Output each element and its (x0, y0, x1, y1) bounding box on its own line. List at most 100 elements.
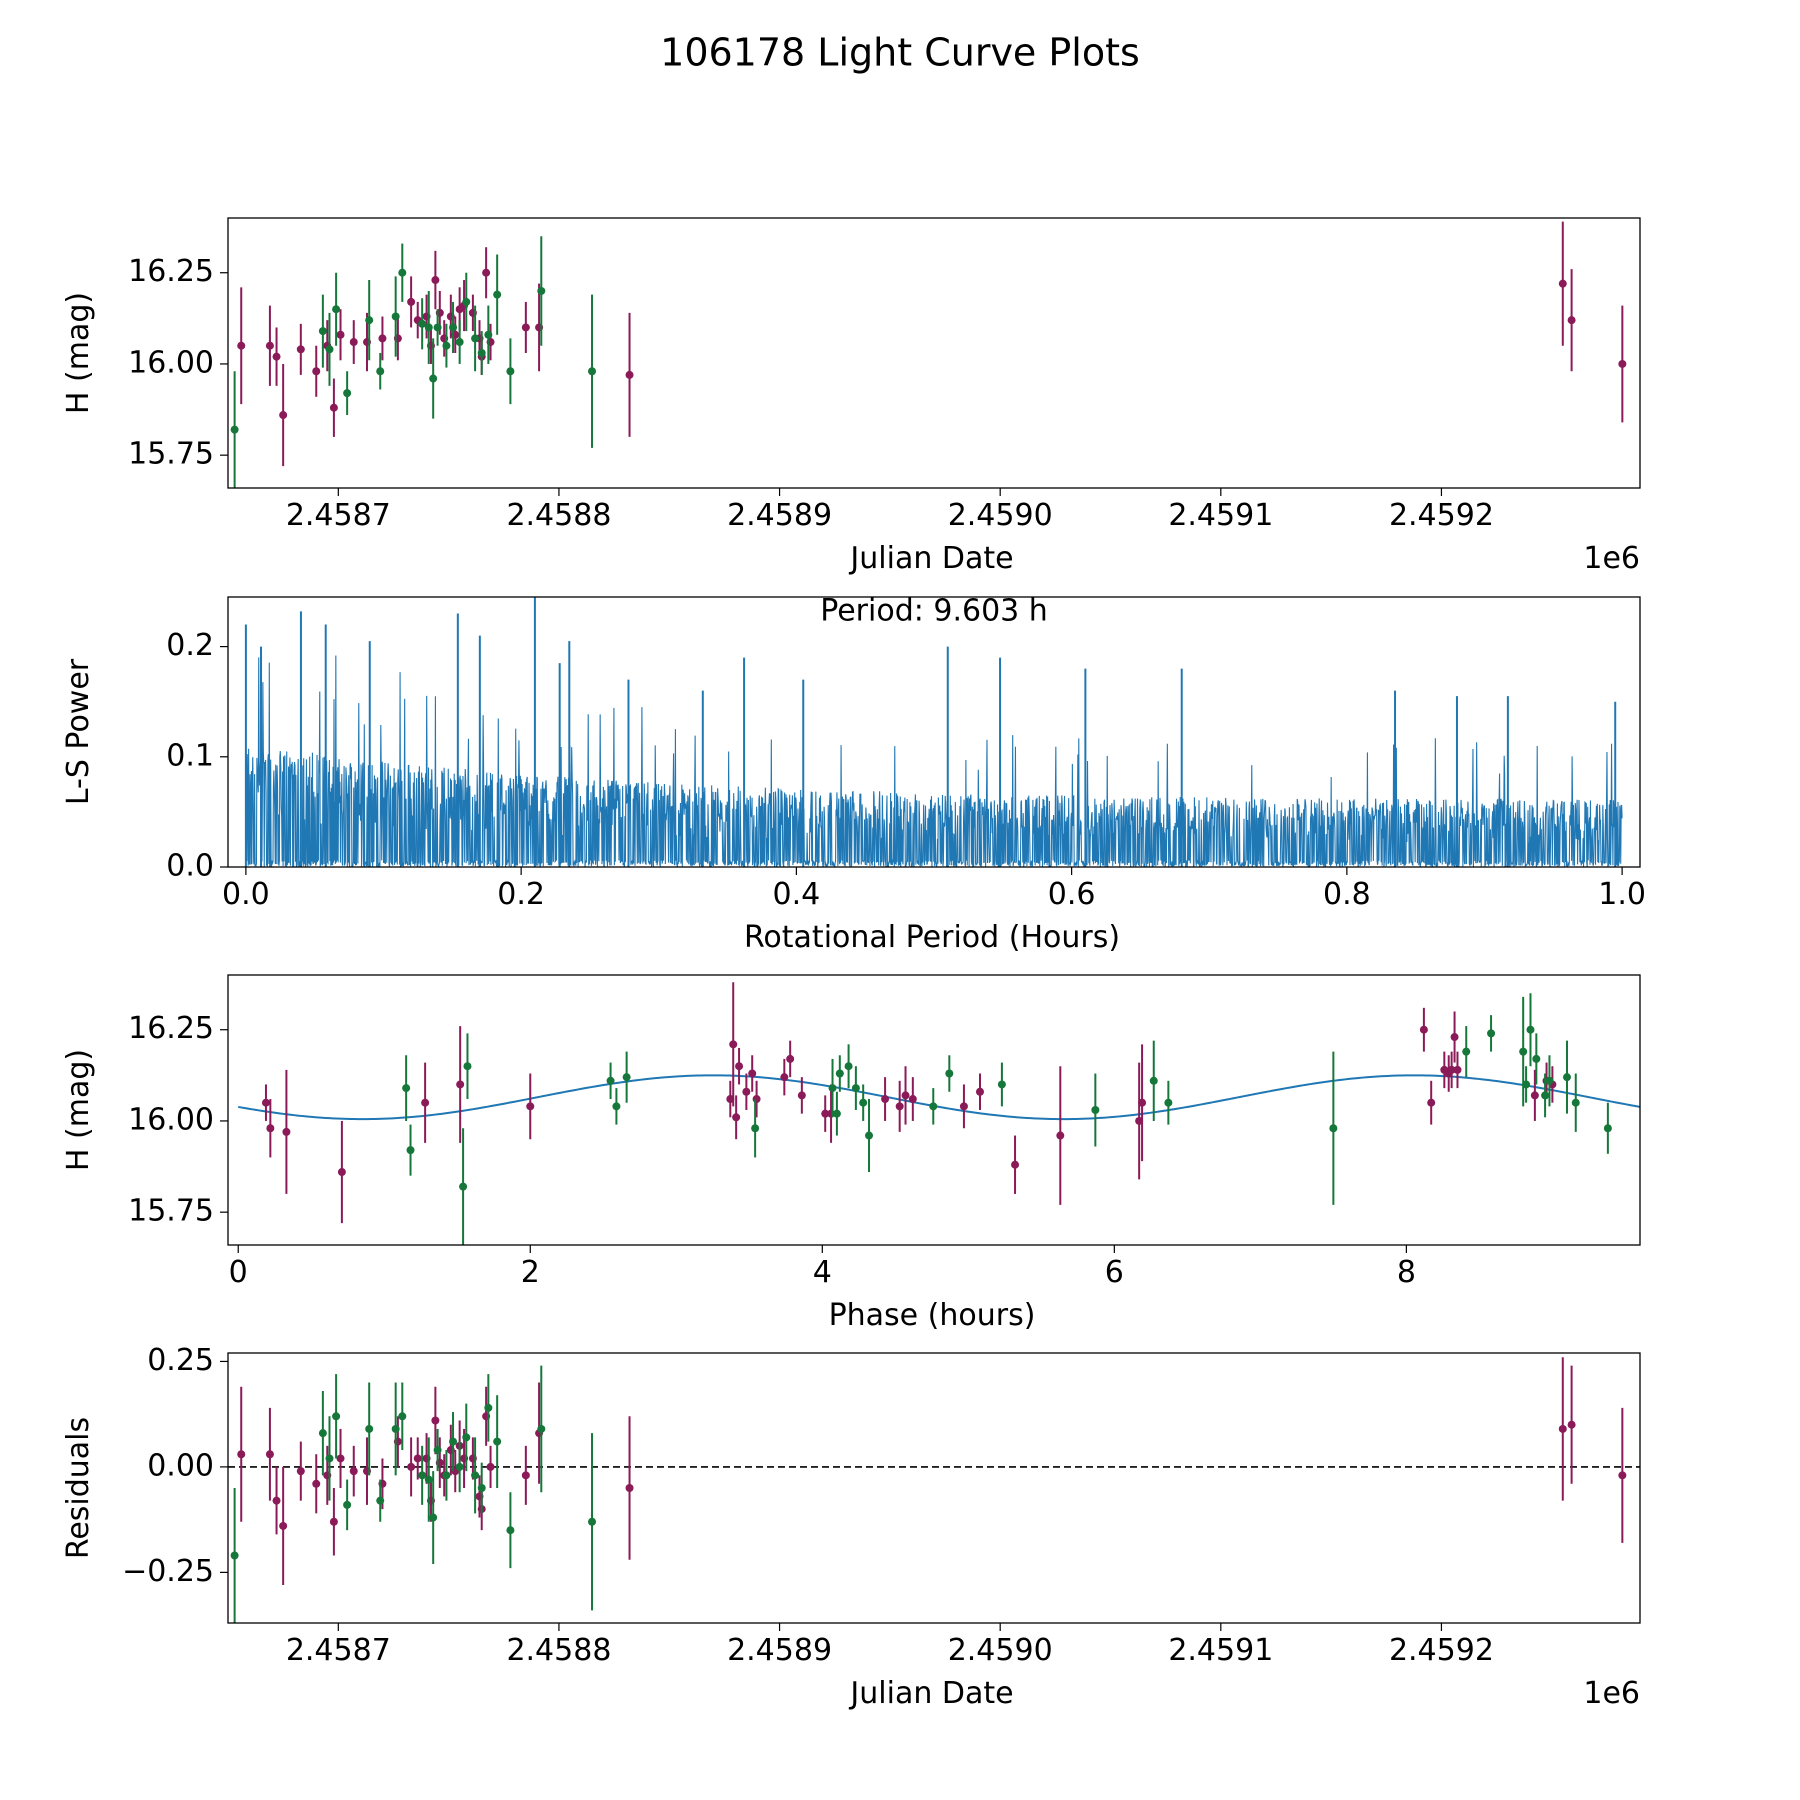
data-point (625, 370, 634, 379)
data-point (780, 1073, 789, 1082)
data-point (751, 1124, 760, 1133)
data-point (1567, 1420, 1576, 1429)
data-point (477, 1484, 486, 1492)
data-point (622, 1073, 631, 1082)
data-point (296, 1467, 305, 1476)
y-tick-label: 0.2 (166, 628, 214, 663)
data-point (1011, 1160, 1020, 1169)
data-point (1419, 1025, 1428, 1034)
data-point (471, 334, 480, 343)
x-tick-label: 2.4590 (948, 1633, 1053, 1668)
data-point (433, 323, 442, 332)
phased-chart: 0 2 4 6 8 15.75 16.00 16.25 Phase (hours) H (mag) (61, 974, 1641, 1333)
purple-series (261, 982, 1557, 1224)
data-point (431, 1416, 440, 1425)
data-point (463, 1062, 472, 1071)
residuals-plot-area (228, 1357, 1640, 1623)
data-point (821, 1109, 830, 1118)
x-tick-label: 8 (1397, 1255, 1416, 1290)
data-point (851, 1084, 860, 1093)
data-point (506, 1526, 515, 1535)
data-point (462, 1433, 471, 1442)
x-tick-label: 0.6 (1048, 877, 1096, 912)
data-point (332, 1412, 341, 1421)
data-point (1526, 1025, 1535, 1034)
y-axis-label: H (mag) (61, 1049, 96, 1171)
y-tick-label: −0.25 (122, 1554, 214, 1589)
periodogram-plot-area (244, 597, 1623, 867)
data-point (1522, 1080, 1531, 1089)
data-point (752, 1095, 761, 1104)
data-point (908, 1095, 917, 1104)
x-tick-label: 2.4591 (1168, 1633, 1273, 1668)
data-point (588, 1517, 597, 1526)
data-point (1530, 1091, 1539, 1100)
data-point (332, 305, 341, 314)
x-tick-label: 6 (1105, 1255, 1124, 1290)
data-point (786, 1054, 795, 1063)
data-point (442, 341, 451, 350)
data-point (402, 1084, 411, 1093)
data-point (1453, 1065, 1462, 1074)
data-point (486, 1462, 495, 1471)
plot-frame (227, 596, 1641, 868)
x-tick-label: 4 (813, 1255, 832, 1290)
data-point (343, 1500, 352, 1509)
y-tick-label: 0.25 (147, 1343, 214, 1378)
period-annotation: Period: 9.603 h (820, 594, 1048, 629)
plot-frame (227, 974, 1641, 1246)
data-point (1329, 1124, 1338, 1133)
data-point (265, 1450, 274, 1459)
purple-series (237, 1357, 1627, 1586)
data-point (732, 1113, 741, 1122)
data-point (398, 268, 407, 277)
data-point (506, 367, 515, 376)
x-tick-label: 2.4588 (506, 1633, 611, 1668)
data-point (1618, 1471, 1627, 1480)
x-axis-label: Julian Date (848, 1676, 1013, 1711)
x-tick-label: 2.4592 (1389, 1633, 1494, 1668)
data-point (521, 1471, 530, 1480)
y-axis-label: H (mag) (61, 292, 96, 414)
data-point (895, 1102, 904, 1111)
data-point (424, 1475, 433, 1484)
data-point (997, 1080, 1006, 1089)
x-tick-label: 1.0 (1598, 877, 1646, 912)
data-point (471, 1471, 480, 1480)
data-point (365, 1424, 374, 1433)
y-axis-label: L-S Power (61, 658, 96, 805)
x-tick-label: 2.4589 (727, 498, 832, 533)
x-tick-label: 0.8 (1323, 877, 1371, 912)
x-offset-label: 1e6 (1583, 541, 1640, 576)
x-tick-label: 2.4588 (506, 498, 611, 533)
y-tick-label: 16.00 (128, 345, 214, 380)
y-tick-label: 16.25 (128, 254, 214, 289)
y-tick-label: 0.0 (166, 849, 214, 884)
data-point (318, 327, 327, 336)
data-point (325, 1454, 334, 1463)
data-point (391, 312, 400, 321)
data-point (296, 345, 305, 354)
data-point (612, 1102, 621, 1111)
data-point (1603, 1124, 1612, 1133)
x-axis-label: Julian Date (848, 541, 1013, 576)
data-point (261, 1098, 270, 1107)
x-tick-label: 2.4590 (948, 498, 1053, 533)
data-point (748, 1069, 757, 1078)
data-point (272, 1496, 281, 1505)
data-point (433, 1446, 442, 1455)
residuals-chart: 2.4587 2.4588 2.4589 2.4590 2.4591 2.4592 −0.2… (61, 1343, 1641, 1711)
x-tick-label: 2.4589 (727, 1633, 832, 1668)
data-point (376, 367, 385, 376)
y-tick-label: 15.75 (128, 437, 214, 472)
lightcurve-plot-area (230, 221, 1627, 488)
data-point (521, 323, 530, 332)
data-point (477, 349, 486, 357)
data-point (859, 1098, 868, 1107)
data-point (1541, 1091, 1550, 1100)
data-point (325, 345, 334, 354)
green-series (230, 236, 597, 488)
data-point (1532, 1054, 1541, 1063)
data-point (865, 1131, 874, 1140)
